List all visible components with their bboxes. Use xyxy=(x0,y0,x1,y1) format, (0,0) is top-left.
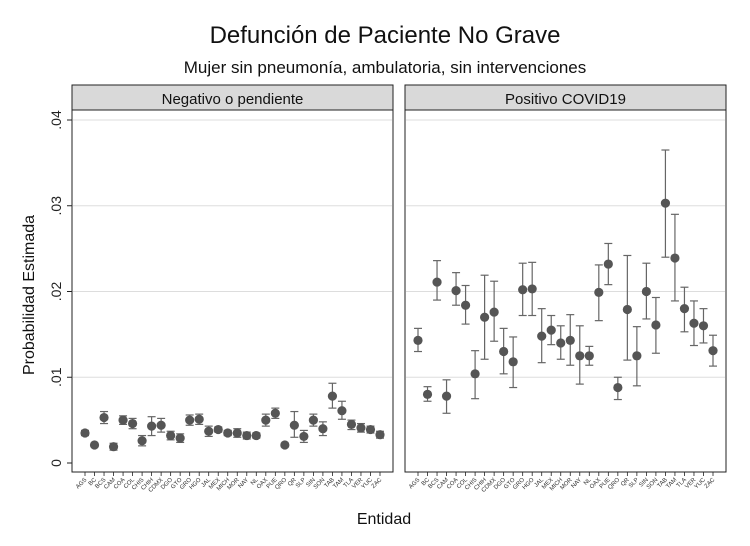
x-tick-label: NAY xyxy=(238,477,251,490)
data-point xyxy=(356,423,366,433)
data-point xyxy=(651,320,661,330)
x-axis-title: Entidad xyxy=(357,511,411,528)
data-point xyxy=(660,198,671,208)
data-point xyxy=(679,304,690,314)
data-point xyxy=(127,418,138,429)
data-point xyxy=(632,351,642,361)
data-point xyxy=(641,286,651,297)
data-point xyxy=(432,277,442,287)
x-tick-label: QR xyxy=(287,477,298,488)
data-point xyxy=(698,321,709,331)
data-point xyxy=(251,430,261,441)
y-tick-label: .03 xyxy=(48,196,64,216)
data-point xyxy=(108,442,119,452)
data-point xyxy=(261,415,271,425)
panel-strip xyxy=(71,84,394,111)
data-point xyxy=(318,424,328,434)
data-point xyxy=(594,287,604,297)
data-point xyxy=(365,424,376,435)
data-point xyxy=(308,415,318,425)
data-point xyxy=(204,426,214,436)
data-point xyxy=(480,312,490,322)
data-point xyxy=(327,391,338,401)
data-point xyxy=(185,415,195,425)
data-point xyxy=(147,421,157,431)
x-tick-label: SIN xyxy=(305,477,316,488)
data-point xyxy=(460,300,471,310)
x-tick-label: NAY xyxy=(571,477,584,490)
data-point xyxy=(242,430,252,441)
data-point xyxy=(441,391,452,401)
data-point xyxy=(175,433,185,443)
x-tick-label: BC xyxy=(88,477,99,488)
data-point xyxy=(527,284,537,294)
data-point xyxy=(137,436,147,446)
data-point xyxy=(556,338,566,348)
y-tick-label: .02 xyxy=(48,282,64,302)
data-point xyxy=(413,335,423,345)
data-point xyxy=(537,331,547,341)
data-point xyxy=(546,325,556,335)
data-point xyxy=(289,420,299,430)
data-point xyxy=(470,369,480,379)
y-tick-label: 0 xyxy=(48,459,64,467)
y-tick-label: .01 xyxy=(48,367,64,387)
data-point xyxy=(80,428,90,438)
data-point xyxy=(270,408,280,418)
data-point xyxy=(118,415,128,425)
data-point xyxy=(499,346,509,357)
data-point xyxy=(422,389,433,399)
data-point xyxy=(299,431,309,442)
data-point xyxy=(194,414,204,424)
data-point xyxy=(689,318,699,328)
y-axis-title: Probabilidad Estimada xyxy=(21,215,38,375)
panel-strip xyxy=(404,84,727,111)
data-point xyxy=(708,346,718,356)
data-point xyxy=(232,428,242,438)
panel-strip-label: Positivo COVID19 xyxy=(505,91,626,108)
panel-strip-label: Negativo o pendiente xyxy=(162,91,304,108)
data-point xyxy=(575,351,585,361)
data-point xyxy=(337,406,347,416)
x-tick-label: SIN xyxy=(638,477,649,488)
data-point xyxy=(489,307,499,317)
x-tick-label: NL xyxy=(583,477,593,487)
x-tick-label: ZAC xyxy=(704,477,717,490)
data-point xyxy=(565,335,575,345)
x-tick-label: AGS xyxy=(75,477,88,490)
data-point xyxy=(518,285,528,295)
data-point xyxy=(280,440,290,450)
data-point xyxy=(375,430,385,440)
data-point xyxy=(451,286,461,296)
data-point xyxy=(223,428,233,438)
y-tick-label: .04 xyxy=(48,110,64,130)
x-tick-label: BC xyxy=(421,477,432,488)
chart-title: Defunción de Paciente No Grave xyxy=(210,22,561,49)
data-point xyxy=(346,419,357,430)
data-point xyxy=(622,304,632,315)
data-point xyxy=(166,430,176,441)
x-tick-label: ZAC xyxy=(371,477,384,490)
x-tick-label: QR xyxy=(620,477,631,488)
data-point xyxy=(156,420,166,430)
data-point xyxy=(613,382,623,393)
x-tick-label: AGS xyxy=(408,477,421,490)
data-point xyxy=(213,424,223,435)
data-point xyxy=(99,412,109,423)
data-point xyxy=(89,440,100,450)
data-point xyxy=(584,351,594,361)
data-point xyxy=(670,253,680,263)
data-point xyxy=(508,357,518,367)
chart-subtitle: Mujer sin pneumonía, ambulatoria, sin in… xyxy=(184,58,587,77)
x-tick-label: NL xyxy=(250,477,260,487)
data-point xyxy=(603,259,613,269)
